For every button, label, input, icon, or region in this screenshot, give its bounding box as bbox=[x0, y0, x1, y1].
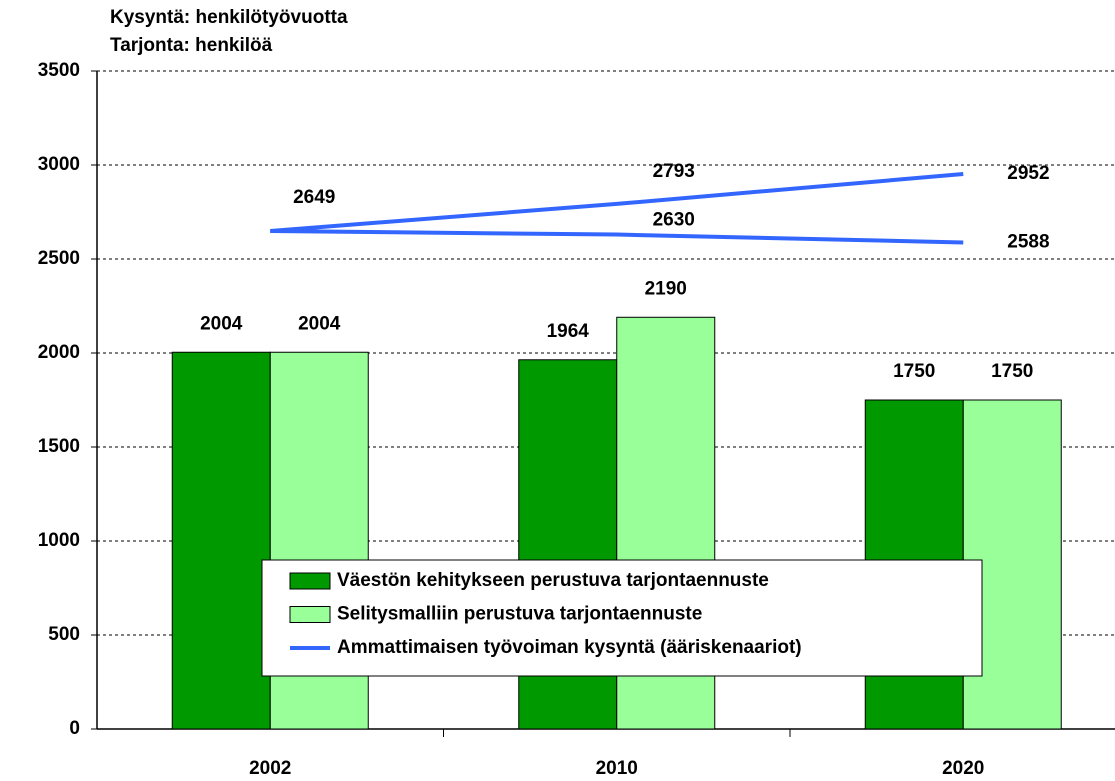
legend-swatch bbox=[289, 606, 331, 623]
y-tick-label: 3500 bbox=[38, 60, 80, 81]
data-label: 1750 bbox=[893, 361, 935, 382]
legend-label: Väestön kehitykseen perustuva tarjontaen… bbox=[337, 570, 769, 591]
x-tick-label: 2010 bbox=[596, 758, 638, 779]
data-label: 2190 bbox=[645, 278, 687, 299]
line bbox=[270, 172, 964, 233]
y-tick-label: 1500 bbox=[38, 436, 80, 457]
y-tick-label: 0 bbox=[69, 718, 80, 739]
y-tick-label: 2500 bbox=[38, 248, 80, 269]
y-tick-label: 1000 bbox=[38, 530, 80, 551]
data-label: 2649 bbox=[293, 187, 335, 208]
y-axis-label: Kysyntä: henkilötyövuotta bbox=[110, 7, 348, 28]
y-tick-label: 2000 bbox=[38, 342, 80, 363]
data-label: 1750 bbox=[991, 361, 1033, 382]
data-label: 1964 bbox=[547, 321, 590, 342]
y-axis-label: Tarjonta: henkilöä bbox=[110, 35, 273, 56]
y-tick-label: 500 bbox=[48, 624, 80, 645]
y-tick-label: 3000 bbox=[38, 154, 80, 175]
data-label: 2793 bbox=[653, 161, 695, 182]
line bbox=[270, 228, 964, 245]
legend-swatch bbox=[289, 572, 331, 590]
data-label: 2630 bbox=[653, 210, 695, 231]
data-label: 2588 bbox=[1007, 231, 1049, 252]
data-label: 2004 bbox=[200, 313, 243, 334]
x-tick-label: 2002 bbox=[249, 758, 291, 779]
data-label: 2952 bbox=[1007, 163, 1049, 184]
data-label: 2004 bbox=[298, 313, 341, 334]
legend-box bbox=[261, 559, 983, 677]
legend-label: Selitysmalliin perustuva tarjontaennuste bbox=[337, 604, 702, 625]
x-tick-label: 2020 bbox=[942, 758, 984, 779]
bar bbox=[171, 351, 271, 730]
legend-label: Ammattimaisen työvoiman kysyntä (ääriske… bbox=[337, 637, 802, 658]
